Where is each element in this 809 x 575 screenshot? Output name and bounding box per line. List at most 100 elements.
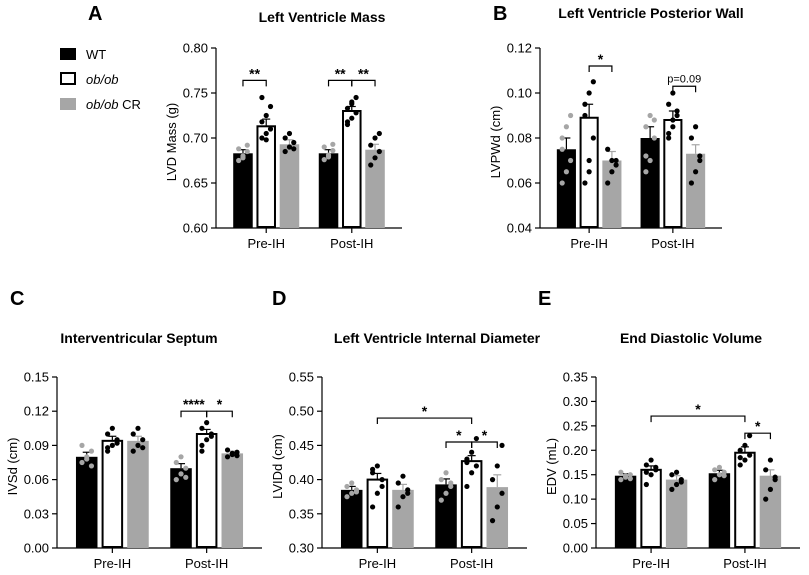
data-point — [567, 157, 574, 164]
data-point — [582, 101, 588, 107]
data-point — [627, 476, 633, 482]
data-point — [400, 494, 406, 500]
panel-letter-c: C — [10, 288, 24, 310]
legend-swatch-obob — [60, 72, 76, 85]
data-point — [489, 518, 496, 524]
panel-letter-a: A — [88, 3, 102, 25]
data-point — [666, 101, 672, 107]
data-point — [747, 452, 753, 458]
data-point — [183, 465, 189, 471]
data-point — [321, 144, 327, 150]
data-point — [267, 126, 274, 132]
data-point — [666, 130, 672, 137]
category-label: Post-IH — [723, 556, 766, 571]
y-tick-label: 0.12 — [507, 41, 532, 56]
y-tick-label: 0.06 — [24, 472, 49, 487]
legend-swatch-wt — [60, 48, 76, 60]
data-point — [374, 490, 380, 496]
data-point — [395, 480, 401, 486]
data-point — [469, 449, 475, 455]
data-point — [372, 155, 378, 161]
chart-title: Left Ventricle Mass — [259, 9, 386, 25]
data-point — [669, 486, 675, 492]
significance-bracket — [588, 65, 613, 72]
data-point — [559, 135, 565, 141]
data-point — [448, 480, 454, 486]
category-label: Pre-IH — [247, 236, 285, 251]
significance-label: * — [755, 418, 761, 434]
data-point — [767, 486, 774, 492]
y-tick-label: 0.45 — [289, 438, 314, 453]
data-point — [627, 472, 633, 478]
data-point — [693, 169, 699, 175]
data-point — [395, 504, 401, 510]
panel-d: D Left Ventricle Internal Diameter 0.30 0.3… — [270, 288, 541, 571]
data-point — [183, 474, 189, 480]
data-point — [643, 169, 649, 175]
y-tick-label: 0.03 — [24, 506, 49, 521]
category-label: Post-IH — [185, 556, 228, 571]
data-point — [240, 155, 246, 161]
data-point — [330, 148, 336, 154]
data-point — [282, 135, 288, 141]
data-point — [353, 94, 359, 101]
data-point — [344, 119, 351, 125]
y-tick-label: 0.35 — [563, 370, 588, 385]
bar-obobcr-pre-ih — [392, 489, 414, 548]
bar-obobcr-post-ih — [486, 487, 509, 548]
data-point — [494, 463, 500, 469]
data-point — [688, 135, 695, 141]
data-point — [224, 454, 231, 460]
data-point — [618, 469, 624, 475]
y-tick-label: 0.35 — [289, 506, 314, 521]
data-point — [349, 480, 355, 486]
panel-letter-d: D — [272, 288, 286, 310]
data-point — [321, 157, 327, 163]
y-axis-label: IVSd (cm) — [5, 438, 20, 496]
bar-obob-post-ih — [663, 119, 683, 228]
data-point — [79, 459, 85, 466]
data-point — [464, 459, 470, 466]
y-tick-label: 0.04 — [507, 221, 532, 236]
y-tick-label: 0.80 — [183, 41, 208, 56]
data-point — [693, 124, 699, 130]
bar-obob-post-ih — [734, 451, 756, 549]
y-tick-label: 0.15 — [24, 370, 49, 385]
data-point — [291, 146, 297, 152]
data-point — [651, 135, 657, 141]
legend: WT ob/ob ob/ob CR — [60, 47, 141, 112]
data-point — [178, 471, 184, 477]
data-point — [400, 473, 406, 479]
significance-bracket — [242, 79, 267, 87]
bar-obobcr-post-ih — [365, 149, 385, 228]
data-point — [178, 454, 184, 460]
data-point — [234, 453, 240, 459]
significance-label: * — [217, 396, 223, 412]
data-point — [263, 137, 269, 143]
data-point — [582, 112, 588, 119]
chart-title: Interventricular Septum — [60, 330, 217, 346]
data-point — [88, 448, 95, 454]
y-tick-label: 0.55 — [289, 370, 314, 385]
y-axis-label: LVIDd (cm) — [270, 434, 285, 499]
data-point — [499, 490, 505, 496]
significance-bracket — [650, 415, 746, 423]
y-tick-label: 0.00 — [563, 541, 588, 556]
panel-b: B Left Ventricle Posterior Wall 0.04 0.06 0.… — [488, 3, 744, 251]
significance-bracket — [672, 85, 697, 93]
data-point — [368, 142, 374, 148]
data-point — [590, 135, 596, 141]
bar-wt-pre-ih — [340, 489, 363, 548]
data-point — [559, 146, 565, 152]
data-point — [330, 141, 336, 147]
data-point — [368, 162, 374, 168]
data-point — [473, 435, 479, 442]
bar-obob-post-ih — [342, 110, 362, 228]
bar-wt-post-ih — [170, 468, 192, 548]
legend-label-obob: ob/ob — [86, 72, 119, 87]
y-tick-label: 0.75 — [183, 86, 208, 101]
data-point — [670, 124, 676, 130]
y-tick-label: 0.65 — [183, 176, 208, 191]
data-point — [344, 483, 350, 490]
data-point — [259, 94, 265, 101]
